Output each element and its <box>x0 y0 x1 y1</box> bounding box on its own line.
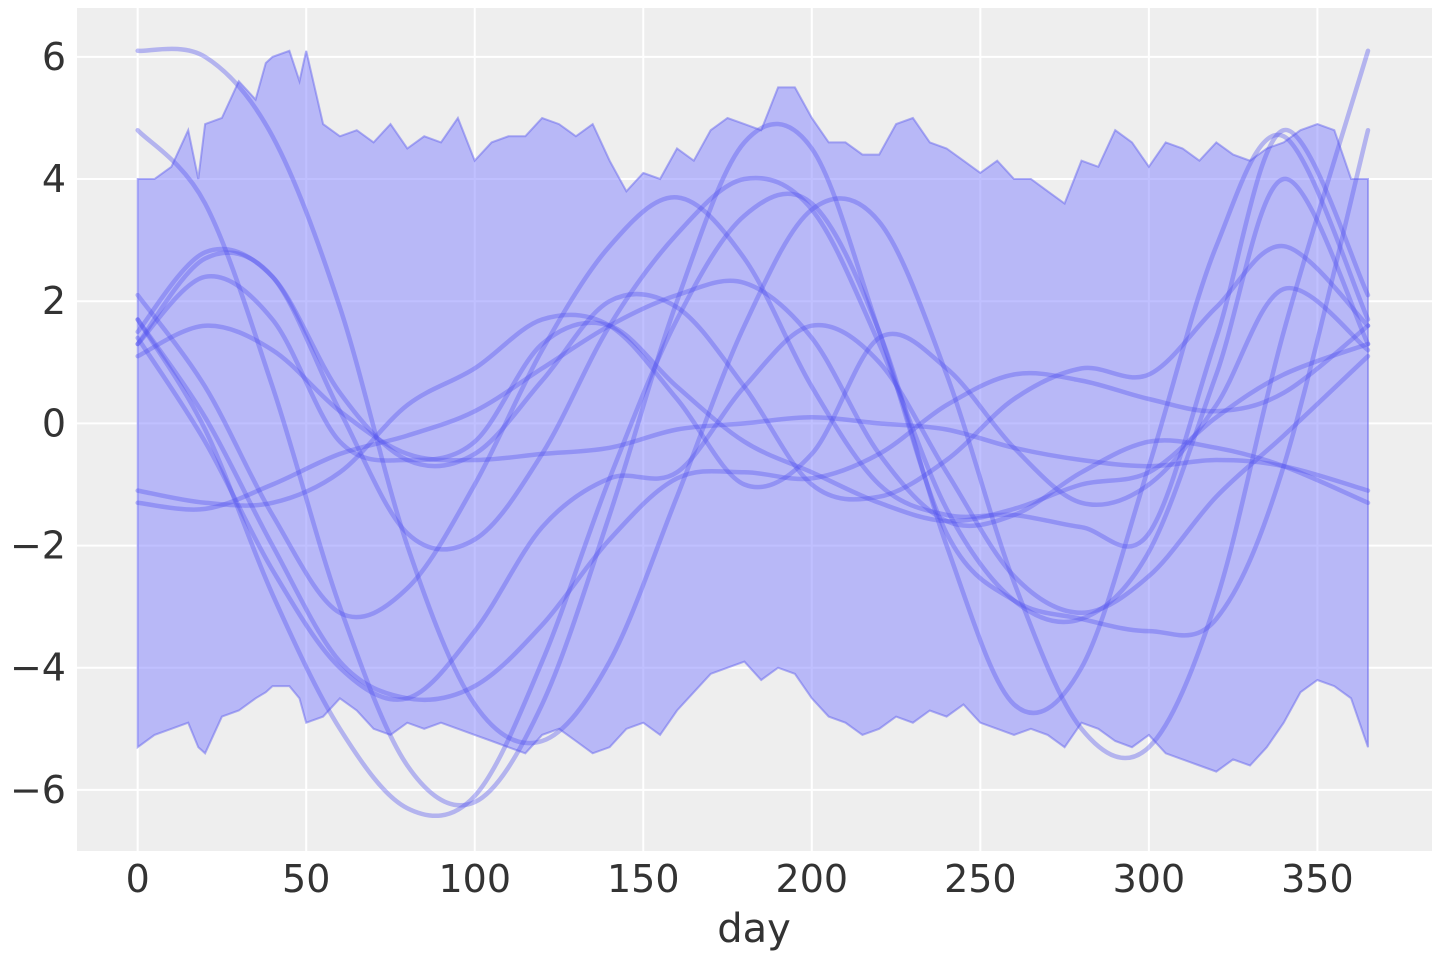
y-tick-label: 0 <box>42 401 66 445</box>
x-tick-label: 250 <box>944 857 1017 901</box>
sample-line-1 <box>135 46 1371 761</box>
x-tick-label: 350 <box>1281 857 1354 901</box>
sample-line-10 <box>135 278 1371 529</box>
sample-line-9 <box>135 285 1371 508</box>
x-tick-label: 150 <box>607 857 680 901</box>
y-tick-label: 4 <box>42 157 66 201</box>
sample-lines <box>135 46 1371 819</box>
x-tick-label: 100 <box>438 857 511 901</box>
uncertainty-band <box>136 49 1369 773</box>
sample-line-3 <box>135 132 1371 819</box>
sample-line-6 <box>135 243 1371 502</box>
x-tick-label: 200 <box>776 857 849 901</box>
sample-line-11 <box>135 317 1371 703</box>
band-area <box>136 49 1369 773</box>
y-tick-label: −2 <box>10 524 66 568</box>
y-tick-label: 2 <box>42 279 66 323</box>
y-tick-label: −6 <box>10 768 66 812</box>
y-tick-label: 6 <box>42 35 66 79</box>
sample-line-12 <box>135 322 1371 702</box>
x-tick-label: 300 <box>1113 857 1186 901</box>
x-tick-labels: 0 50 100 150 200 250 300 350 <box>126 857 1354 901</box>
y-tick-label: −4 <box>10 646 66 690</box>
x-axis-label: day <box>717 906 791 952</box>
sample-line-4 <box>135 175 1371 625</box>
x-tick-label: 50 <box>282 857 330 901</box>
y-tick-labels: −6 −4 −2 0 2 4 6 <box>10 35 66 812</box>
x-tick-label: 0 <box>126 857 150 901</box>
sample-line-5 <box>135 127 1371 620</box>
sample-line-8 <box>135 274 1371 524</box>
sample-line-2 <box>135 121 1371 808</box>
sample-line-7 <box>135 323 1371 493</box>
